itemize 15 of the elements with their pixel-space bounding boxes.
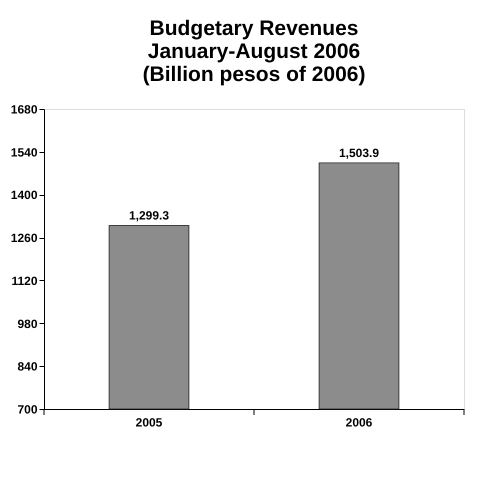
text: Budgetary Revenues: [150, 17, 358, 40]
y-tick-label: 1120: [11, 274, 38, 288]
data-label: 1,503.9: [338, 146, 380, 160]
x-tick-label: 2006: [346, 416, 373, 430]
y-tick-label: 1540: [10, 145, 38, 160]
y-tick-label: 700: [17, 402, 38, 416]
y-tick-label: 840: [17, 360, 38, 374]
y-tick-label: 1680: [10, 102, 38, 116]
y-tick-label: 980: [17, 316, 38, 331]
data-label: 1,299.3: [128, 208, 170, 223]
text: January-August 2006: [148, 40, 360, 63]
y-tick-label: 1260: [10, 231, 38, 246]
text: (Billion pesos of 2006): [142, 63, 366, 86]
x-tick-label: 2005: [136, 416, 163, 430]
y-tick-label: 1400: [10, 188, 38, 202]
